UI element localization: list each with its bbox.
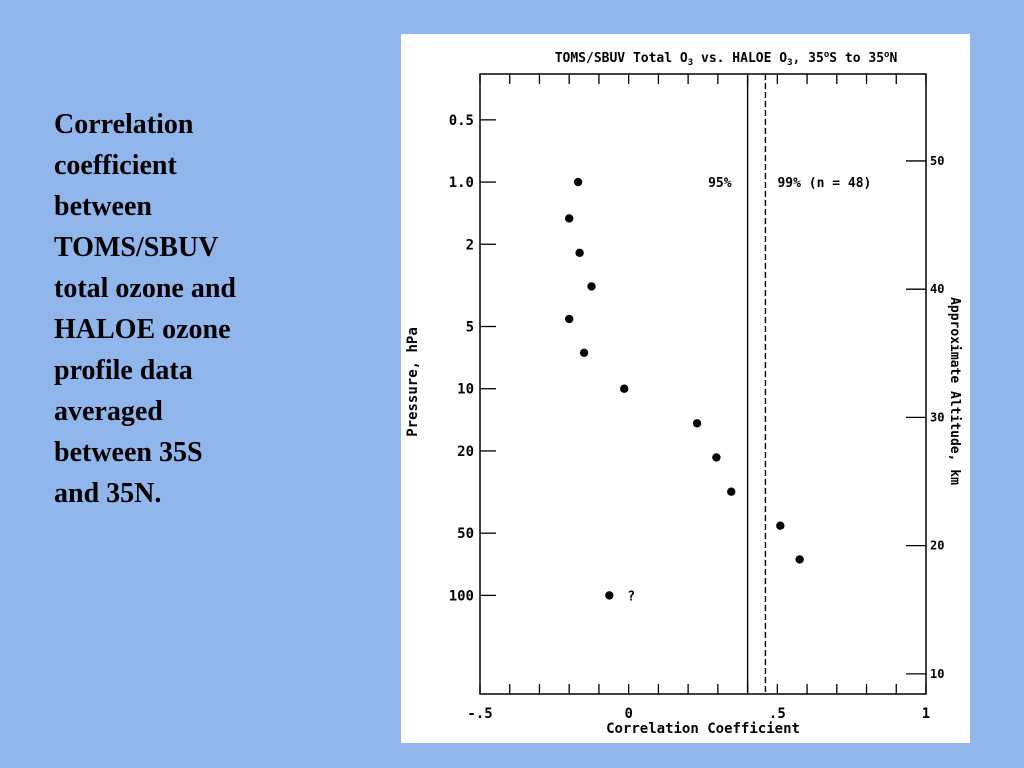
y2-axis-ticks: 50 40 30 20 10 [906,154,944,681]
x-tick-label: 1 [922,706,930,722]
chart-title-sub1: 3 [688,58,693,68]
significance-label: 95% [708,176,732,191]
x-tick-label: -.5 [467,706,492,722]
x-tick-label: .5 [769,706,786,722]
data-point [712,453,721,462]
chart-title: TOMS/SBUV Total O3 vs. HALOE O3, 35oS to… [555,50,898,68]
caption-line: averaged [54,396,163,427]
y-tick-label: 50 [457,526,474,542]
caption-line: between 35S [54,437,203,468]
significance-lines: 95% 99% (n = 48) [708,74,871,694]
chart-title-part5: N [889,51,897,66]
chart-title-sup2: o [884,50,889,60]
x-axis-ticks: -.5 0 .5 1 [467,74,930,722]
correlation-chart: TOMS/SBUV Total O3 vs. HALOE O3, 35oS to… [405,50,962,737]
data-point [795,555,804,564]
y2-tick-label: 30 [930,410,944,424]
chart-title-part3: , 35 [793,51,824,66]
caption-line: total ozone and [54,273,236,304]
y2-tick-label: 40 [930,282,944,296]
caption-line: between [54,191,152,222]
y-tick-label: 5 [466,320,474,336]
y-tick-label: 2 [466,237,474,253]
data-point [565,214,574,223]
data-point [565,314,574,324]
y2-tick-label: 10 [930,667,944,681]
x-tick-label: 0 [624,706,632,722]
slide-caption: Correlation coefficient between TOMS/SBUV to… [54,104,354,514]
plot-frame [479,73,927,695]
y2-axis-label: Approximate Altitude, km [947,297,962,485]
caption-line: and 35N. [54,478,162,509]
data-point [579,348,589,357]
y-tick-label: 10 [457,382,474,398]
chart-panel: TOMS/SBUV Total O3 vs. HALOE O3, 35oS to… [401,34,970,743]
chart-title-part4: S to 35 [829,51,884,66]
y2-tick-label: 20 [930,539,944,553]
y-tick-label: 100 [449,588,474,604]
significance-label: 99% (n = 48) [777,176,871,191]
caption-line: profile data [54,355,193,386]
data-point [692,419,702,428]
data-point [573,177,583,187]
y-axis-ticks: 0.5 1.0 2 5 10 20 50 100 [449,113,496,604]
y-tick-label: 20 [457,444,474,460]
y-axis-label: Pressure, hPa [405,327,421,437]
data-point-label: ? [627,589,635,604]
caption-line: Correlation [54,109,194,140]
chart-title-part2: vs. HALOE O [693,51,787,66]
data-point [776,521,785,530]
y-tick-label: 1.0 [449,175,474,191]
caption-line: TOMS/SBUV [54,232,219,263]
chart-title-part1: TOMS/SBUV Total O [555,51,688,66]
data-points: ? [565,177,804,604]
data-point [727,487,736,496]
x-axis-label: Correlation Coefficient [606,721,800,737]
y2-tick-label: 50 [930,154,944,168]
data-point [575,248,584,258]
y-tick-label: 0.5 [449,113,474,129]
data-point [605,591,614,600]
data-point [587,282,596,291]
chart-title-sub2: 3 [787,58,792,68]
data-point [620,384,629,393]
caption-line: coefficient [54,150,177,181]
chart-title-sup1: o [824,50,829,60]
caption-line: HALOE ozone [54,314,231,345]
